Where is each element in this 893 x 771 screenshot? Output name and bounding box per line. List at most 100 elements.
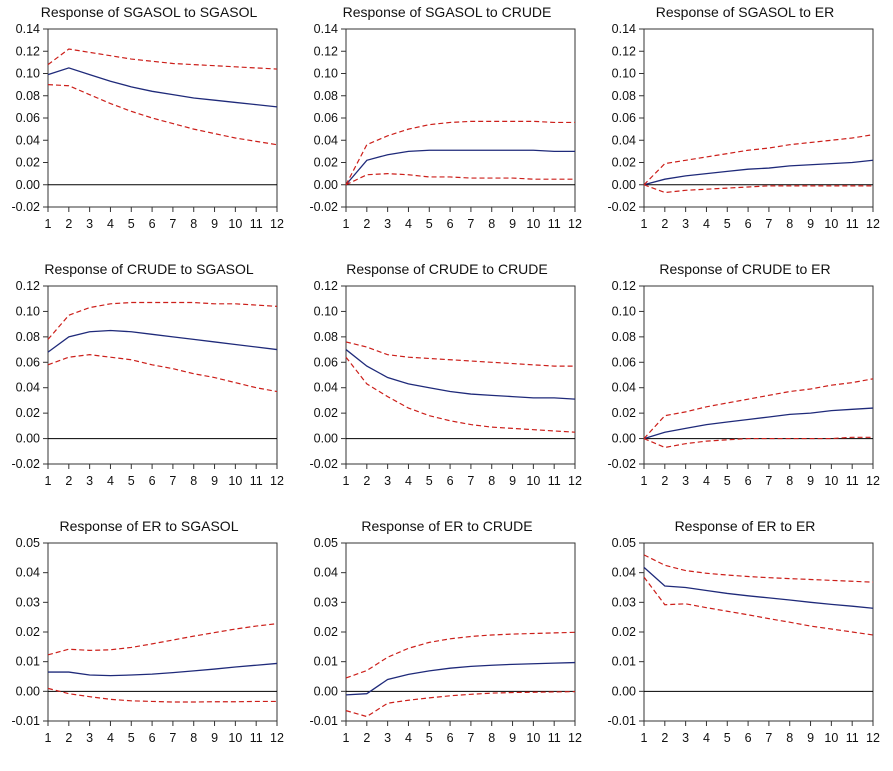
x-tick-label: 12 (866, 474, 880, 488)
y-tick-label: 0.00 (314, 432, 338, 446)
x-tick-label: 3 (384, 474, 391, 488)
y-tick-label: 0.12 (612, 44, 636, 58)
response-line (48, 662, 278, 677)
y-tick-label: 0.00 (612, 178, 636, 192)
response-line (643, 159, 874, 186)
upper-band-line (643, 134, 874, 186)
y-tick-label: 0.02 (314, 406, 338, 420)
plot-frame (345, 542, 576, 722)
y-tick-label: 0.00 (16, 432, 40, 446)
irf-plot: 0.050.040.030.020.010.00-0.011 2 3 4 5 6 7 8 9 10… (12, 536, 284, 745)
x-tick-label: 9 (211, 731, 218, 745)
irf-panel: Response of ER to SGASOL 0.05 0.04 0.03 0.02… (0, 514, 298, 771)
x-tick-label: 4 (703, 731, 710, 745)
y-tick-label: 0.04 (16, 566, 40, 580)
y-tick-label: 0.10 (314, 67, 338, 81)
y-tick-label: 0.05 (16, 536, 40, 550)
panel-title: Response of CRUDE to ER (659, 261, 831, 277)
x-tick-label: 7 (169, 217, 176, 231)
upper-band-line (47, 301, 278, 340)
y-tick-label: -0.01 (12, 714, 41, 728)
x-tick-label: 11 (548, 217, 561, 231)
y-tick-label: 0.02 (314, 156, 338, 170)
y-tick-label: 0.10 (16, 304, 40, 318)
upper-band-line (345, 120, 575, 186)
response-line (345, 661, 576, 696)
upper-band-line (47, 623, 278, 656)
x-tick-label: 1 (641, 474, 648, 488)
lower-band-line (345, 173, 575, 186)
y-tick-label: 0.14 (612, 22, 636, 36)
y-tick-label: 0.08 (16, 330, 40, 344)
plot-frame (643, 28, 874, 208)
x-tick-label: 2 (363, 474, 370, 488)
x-tick-label: 8 (488, 731, 495, 745)
x-tick-label: 2 (363, 217, 370, 231)
lower-band-line (643, 184, 873, 194)
irf-panel: Response of SGASOL to SGASOL 0.14 0.12 0.10… (0, 0, 298, 257)
x-tick-label: 5 (128, 731, 135, 745)
x-tick-label: 7 (765, 731, 772, 745)
x-tick-label: 12 (866, 731, 880, 745)
y-tick-label: 0.12 (16, 44, 40, 58)
x-tick-label: 12 (568, 731, 582, 745)
x-tick-label: 12 (866, 217, 880, 231)
x-tick-label: 7 (467, 474, 474, 488)
y-tick-label: 0.00 (314, 178, 338, 192)
x-tick-label: 9 (509, 474, 516, 488)
y-tick-label: -0.01 (310, 714, 339, 728)
y-tick-label: 0.08 (16, 89, 40, 103)
x-tick-label: 4 (703, 217, 710, 231)
x-tick-label: 11 (250, 217, 263, 231)
y-tick-label: 0.08 (314, 89, 338, 103)
y-tick-label: -0.02 (310, 457, 339, 471)
irf-plot: 0.050.040.030.020.010.00-0.011 2 3 4 5 6 7 8 9 10… (608, 536, 880, 745)
x-tick-label: 2 (65, 474, 72, 488)
x-tick-label: 1 (45, 474, 52, 488)
x-tick-label: 3 (384, 217, 391, 231)
response-line (643, 407, 874, 440)
y-tick-label: 0.06 (16, 111, 40, 125)
x-tick-label: 2 (363, 731, 370, 745)
x-tick-label: 3 (682, 474, 689, 488)
y-tick-label: 0.06 (16, 355, 40, 369)
x-tick-label: 12 (568, 217, 582, 231)
panel-title: Response of SGASOL to CRUDE (342, 4, 552, 20)
x-tick-label: 2 (65, 731, 72, 745)
x-tick-label: 8 (190, 474, 197, 488)
y-tick-label: 0.02 (16, 625, 40, 639)
y-tick-label: 0.00 (612, 684, 636, 698)
response-line (345, 349, 576, 400)
y-tick-label: 0.06 (612, 111, 636, 125)
y-tick-label: 0.06 (314, 111, 338, 125)
irf-plot: 0.140.120.100.080.060.040.020.00-0.021 2 3… (12, 22, 284, 231)
x-tick-label: 10 (526, 474, 540, 488)
x-tick-label: 5 (426, 474, 433, 488)
irf-panel: Response of ER to ER 0.05 0.04 0.03 0.02 0.01… (596, 514, 893, 771)
x-tick-label: 4 (703, 474, 710, 488)
x-tick-label: 1 (45, 217, 52, 231)
x-tick-label: 1 (641, 217, 648, 231)
y-tick-label: 0.02 (612, 156, 636, 170)
irf-panel: Response of SGASOL to ER 0.14 0.12 0.10 0.08… (596, 0, 893, 257)
y-tick-label: -0.02 (12, 200, 41, 214)
y-tick-label: 0.12 (16, 279, 40, 293)
x-tick-label: 3 (86, 217, 93, 231)
irf-plot: 0.050.040.030.020.010.00-0.011 2 3 4 5 6 7 8 9 10… (310, 536, 582, 745)
y-tick-label: -0.02 (608, 200, 637, 214)
x-tick-label: 9 (807, 731, 814, 745)
lower-band-line (47, 84, 278, 146)
y-tick-label: 0.10 (612, 67, 636, 81)
y-tick-label: 0.02 (16, 406, 40, 420)
response-line (345, 149, 575, 186)
x-tick-label: 3 (86, 731, 93, 745)
x-tick-label: 11 (250, 474, 263, 488)
y-tick-label: 0.02 (612, 625, 636, 639)
x-tick-label: 2 (661, 474, 668, 488)
irf-panel: Response of CRUDE to CRUDE 0.12 0.10 0.08 0.… (298, 257, 596, 514)
y-tick-label: 0.00 (612, 432, 636, 446)
x-tick-label: 1 (343, 474, 350, 488)
upper-band-line (643, 378, 874, 439)
y-tick-label: 0.01 (314, 655, 338, 669)
panel-title: Response of CRUDE to SGASOL (44, 261, 254, 277)
